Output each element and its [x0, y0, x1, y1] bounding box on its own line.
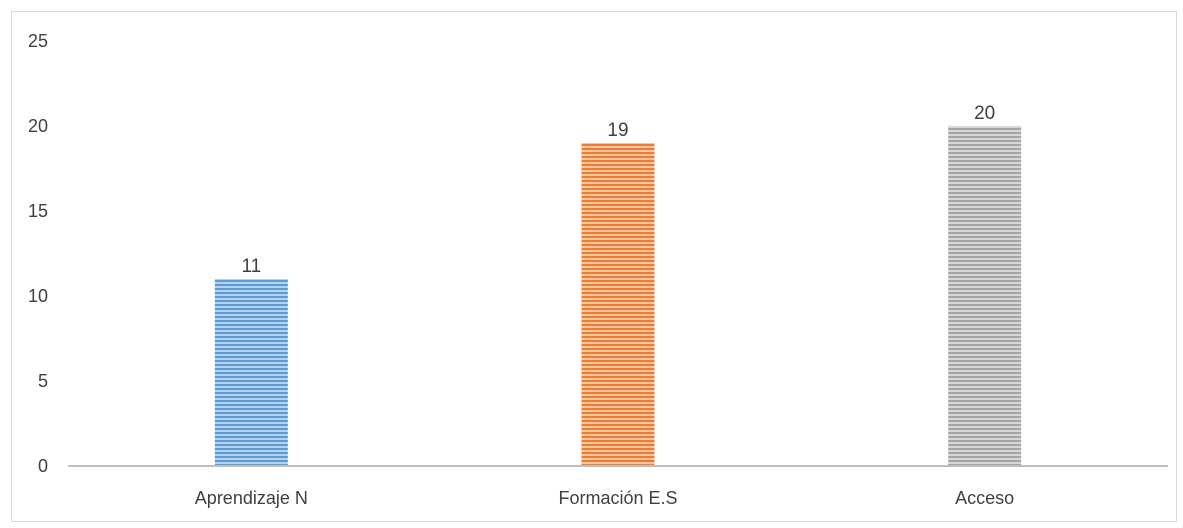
y-tick-label: 5: [38, 371, 48, 391]
y-tick-label: 0: [38, 456, 48, 476]
y-tick-label: 25: [28, 31, 48, 51]
x-axis-category-labels: Aprendizaje N Formación E.S Acceso: [195, 488, 1014, 508]
bars-group: [214, 126, 1022, 466]
y-axis-tick-labels: 0 5 10 15 20 25: [28, 31, 48, 476]
y-tick-label: 10: [28, 286, 48, 306]
y-tick-label: 20: [28, 116, 48, 136]
category-label: Formación E.S: [558, 488, 677, 508]
category-label: Aprendizaje N: [195, 488, 308, 508]
bar-aprendizaje-n: [214, 279, 288, 466]
data-labels-group: 11 19 20: [241, 103, 995, 277]
y-tick-label: 15: [28, 201, 48, 221]
bar-acceso: [948, 126, 1022, 466]
bar-formaci-n-e-s: [581, 143, 655, 466]
data-label: 20: [974, 103, 995, 124]
data-label: 19: [607, 120, 628, 141]
data-label: 11: [241, 256, 261, 277]
category-label: Acceso: [955, 488, 1014, 508]
